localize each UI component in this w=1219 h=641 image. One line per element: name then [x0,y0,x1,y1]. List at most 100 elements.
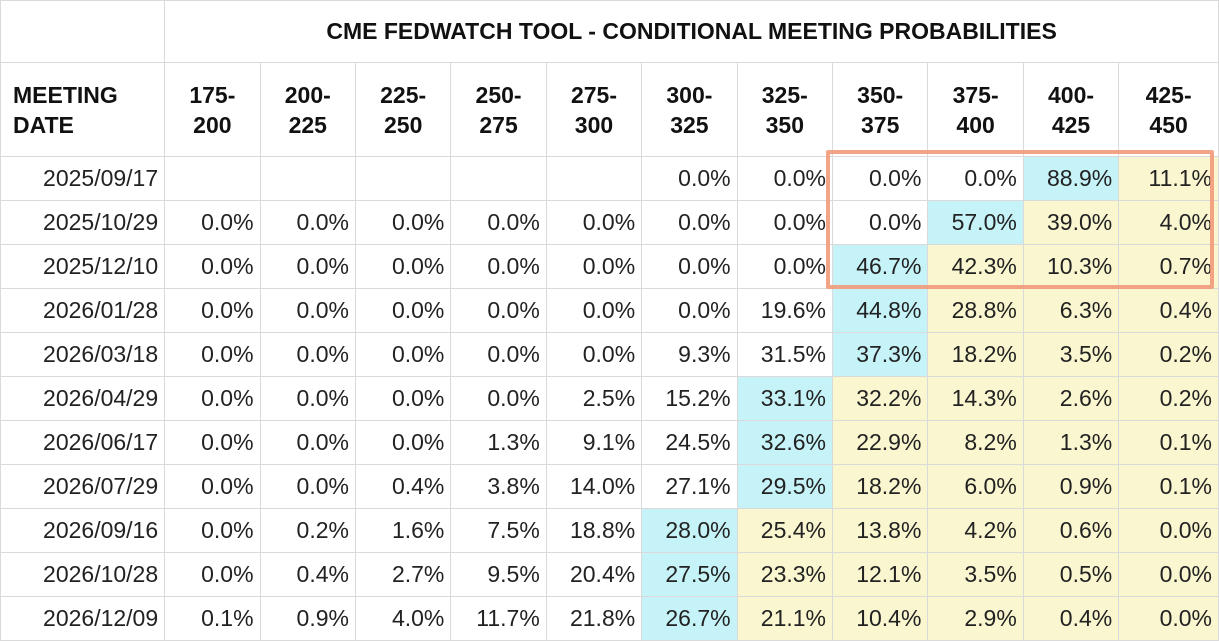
probability-cell: 1.3% [450,420,547,465]
probability-cell: 0.0% [641,200,738,245]
probability-cell: 3.5% [927,552,1024,597]
probability-cell: 0.0% [164,200,261,245]
table-row: 2026/03/18 0.0% 0.0% 0.0% 0.0% 0.0% 9.3% 31.5% 3… [0,332,1219,377]
probability-cell: 88.9% [1022,156,1120,201]
probability-cell: 0.0% [450,244,547,289]
probability-cell: 21.8% [545,596,643,641]
probability-cell: 0.0% [545,244,643,289]
probability-cell [450,156,547,201]
probability-cell: 0.0% [1118,508,1219,553]
meeting-date-cell: 2026/07/29 [0,464,166,509]
probability-cell: 15.2% [641,376,738,421]
probability-cell: 1.3% [1022,420,1120,465]
probability-cell: 7.5% [450,508,547,553]
meeting-date-cell: 2026/01/28 [0,288,166,333]
probability-cell: 0.0% [259,244,356,289]
probability-cell: 12.1% [831,552,929,597]
probability-cell: 0.0% [164,464,261,509]
meeting-date-cell: 2025/12/10 [0,244,166,289]
probability-cell: 28.0% [641,508,738,553]
probability-cell: 0.0% [164,420,261,465]
probability-cell: 10.3% [1022,244,1120,289]
probability-cell: 0.0% [927,156,1024,201]
probability-cell: 27.1% [641,464,738,509]
probability-cell: 22.9% [831,420,929,465]
probability-cell: 1.6% [354,508,452,553]
column-header-425-450: 425- 450 [1118,62,1219,157]
probability-cell: 6.3% [1022,288,1120,333]
column-header-325-350: 325- 350 [736,62,834,157]
probability-cell: 9.1% [545,420,643,465]
probability-cell: 4.0% [1118,200,1219,245]
column-header-200-225: 200- 225 [259,62,356,157]
probability-cell: 0.0% [1118,596,1219,641]
meeting-date-cell: 2025/09/17 [0,156,166,201]
probability-cell: 0.0% [259,200,356,245]
probability-cell: 42.3% [927,244,1024,289]
probability-cell: 8.2% [927,420,1024,465]
probability-cell: 18.2% [831,464,929,509]
probability-cell: 0.0% [354,332,452,377]
probability-cell: 0.0% [450,332,547,377]
probability-cell: 0.0% [641,244,738,289]
table-row: 2025/09/17 0.0% 0.0% 0.0% 0.0% 88.9% 11.1% [0,156,1219,201]
table-row: 2025/12/10 0.0% 0.0% 0.0% 0.0% 0.0% 0.0% 0.0% 46… [0,244,1219,289]
probability-cell: 0.0% [450,288,547,333]
probability-cell: 28.8% [927,288,1024,333]
probability-cell: 0.9% [1022,464,1120,509]
probability-cell: 0.0% [164,508,261,553]
table-row: 2025/10/29 0.0% 0.0% 0.0% 0.0% 0.0% 0.0% 0.0% 0.… [0,200,1219,245]
meeting-date-cell: 2026/12/09 [0,596,166,641]
meeting-date-cell: 2026/09/16 [0,508,166,553]
probability-cell: 0.5% [1022,552,1120,597]
table-row: 2026/07/29 0.0% 0.0% 0.4% 3.8% 14.0% 27.1% 29.5… [0,464,1219,509]
probability-cell [259,156,356,201]
probability-cell [545,156,643,201]
probability-cell: 0.0% [736,244,834,289]
probability-cell: 0.0% [354,244,452,289]
probability-cell: 0.0% [450,200,547,245]
probability-cell: 32.6% [736,420,834,465]
table-title: CME FEDWATCH TOOL - CONDITIONAL MEETING … [164,0,1219,63]
probability-cell: 0.0% [164,552,261,597]
probability-cell: 0.2% [259,508,356,553]
probability-cell: 0.0% [164,332,261,377]
column-header-175-200: 175- 200 [164,62,261,157]
probability-cell: 3.8% [450,464,547,509]
probability-cell: 6.0% [927,464,1024,509]
column-header-300-325: 300- 325 [641,62,738,157]
table-row: 2026/06/17 0.0% 0.0% 0.0% 1.3% 9.1% 24.5% 32.6%… [0,420,1219,465]
probability-cell: 11.1% [1118,156,1219,201]
probability-cell: 0.4% [354,464,452,509]
probability-cell: 0.0% [354,376,452,421]
probability-cell: 0.0% [259,288,356,333]
probability-cell: 0.4% [259,552,356,597]
probability-cell: 0.0% [259,420,356,465]
meeting-date-cell: 2026/06/17 [0,420,166,465]
probability-cell: 29.5% [736,464,834,509]
table-row: 2026/09/16 0.0% 0.2% 1.6% 7.5% 18.8% 28.0% 25.4… [0,508,1219,553]
probability-cell: 0.4% [1022,596,1120,641]
probability-cell: 0.0% [164,376,261,421]
probability-cell: 0.0% [545,332,643,377]
probability-cell: 0.0% [259,376,356,421]
corner-cell [0,0,166,63]
probability-cell: 39.0% [1022,200,1120,245]
probability-cell: 2.7% [354,552,452,597]
probability-cell: 0.0% [259,332,356,377]
probability-cell: 37.3% [831,332,929,377]
probability-cell: 33.1% [736,376,834,421]
meeting-date-cell: 2025/10/29 [0,200,166,245]
probability-cell: 0.7% [1118,244,1219,289]
probability-cell: 0.1% [164,596,261,641]
meeting-date-cell: 2026/10/28 [0,552,166,597]
probability-cell: 0.0% [736,156,834,201]
probability-cell: 44.8% [831,288,929,333]
column-header-350-375: 350- 375 [831,62,929,157]
table-row: 2026/10/28 0.0% 0.4% 2.7% 9.5% 20.4% 27.5% 23.3… [0,552,1219,597]
probability-cell: 0.0% [545,288,643,333]
probability-cell: 0.6% [1022,508,1120,553]
probability-cell: 0.0% [164,288,261,333]
probability-cell: 24.5% [641,420,738,465]
probability-cell: 23.3% [736,552,834,597]
